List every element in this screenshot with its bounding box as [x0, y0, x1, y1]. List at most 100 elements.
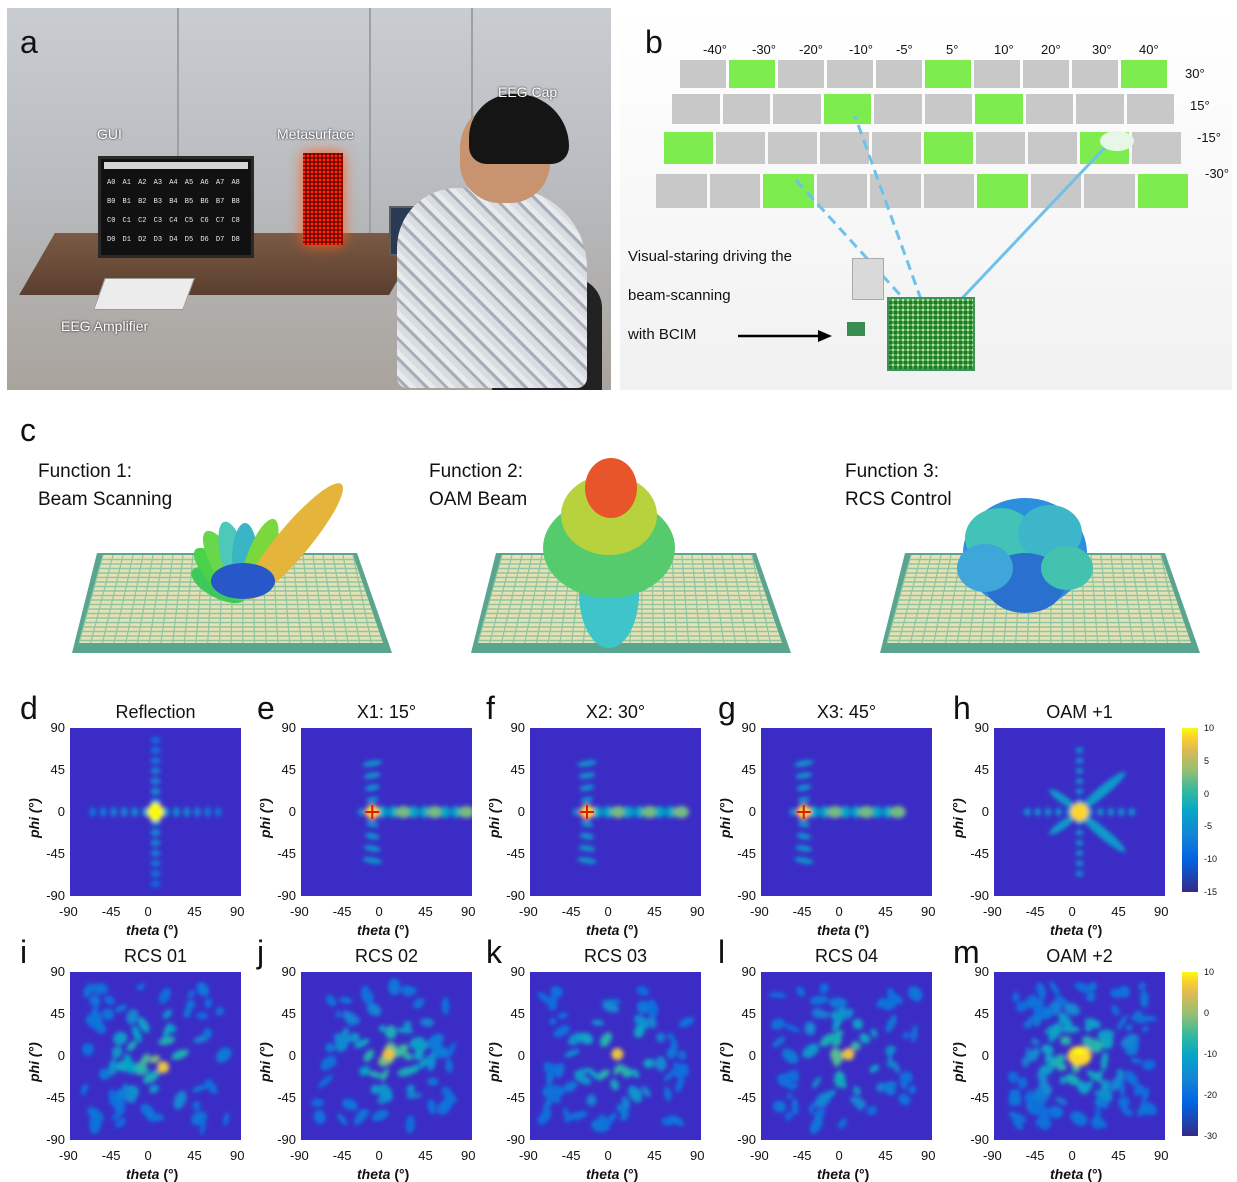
heatmap-lobe — [1060, 1036, 1071, 1046]
y-tick-label: 90 — [959, 720, 989, 735]
heatmap-lobe — [578, 844, 596, 853]
speller-key: C0 — [107, 217, 123, 225]
speller-key: D6 — [200, 236, 216, 244]
x-tick-label: 90 — [230, 904, 244, 919]
x-axis-var: theta — [586, 922, 619, 938]
heatmap-title: OAM +2 — [994, 946, 1165, 967]
y-tick-label: 90 — [495, 964, 525, 979]
heatmap-lobe — [442, 997, 450, 1015]
heatmap-title: RCS 03 — [530, 946, 701, 967]
heatmap-lobe — [131, 807, 138, 817]
heatmap-lobe — [1036, 1114, 1054, 1132]
y-tick-label: -45 — [495, 1090, 525, 1105]
heatmap-lobe — [362, 856, 382, 865]
heatmap-title: X1: 15° — [301, 702, 472, 723]
heatmap-plot — [994, 728, 1165, 896]
heatmap-lobe — [124, 1008, 140, 1026]
heatmap-lobe — [841, 806, 851, 818]
heatmap-lobe — [311, 1098, 324, 1107]
heatmap-lobe — [183, 807, 190, 817]
panel-letter-i: i — [20, 936, 27, 968]
y-tick-label: -45 — [35, 846, 65, 861]
heatmap-lobe — [597, 1030, 614, 1049]
speller-key: A8 — [231, 179, 247, 187]
heatmap-lobe — [1140, 990, 1149, 1008]
heatmap-lobe — [213, 1044, 235, 1066]
y-axis-label: phi (°) — [257, 1042, 273, 1082]
heatmap-lobe — [363, 844, 381, 853]
x-tick-label: 0 — [376, 1148, 383, 1163]
heatmap-lobe — [829, 998, 848, 1009]
heatmap-lobe — [1045, 808, 1052, 816]
heatmap-lobe — [795, 771, 813, 780]
heatmap-lobe — [151, 757, 161, 764]
heatmap-lobe — [578, 771, 596, 780]
heatmap-lobe — [151, 788, 161, 795]
heatmap-lobe — [157, 1061, 169, 1073]
subject — [397, 188, 587, 388]
speller-key: A5 — [185, 179, 201, 187]
x-tick-label: 90 — [461, 904, 475, 919]
x-tick-label: 90 — [1154, 1148, 1168, 1163]
heatmap-lobe — [663, 1086, 673, 1102]
heatmap-lobe — [577, 759, 597, 768]
heatmap-lobe — [1055, 808, 1062, 816]
heatmap-lobe — [358, 808, 364, 816]
heatmap-lobe — [379, 1025, 386, 1033]
x-tick-label: 45 — [418, 1148, 432, 1163]
speller-key: B6 — [200, 198, 216, 206]
speller-key: D2 — [138, 236, 154, 244]
heatmap-lobe — [809, 995, 828, 1006]
heatmap-lobe — [586, 1094, 596, 1106]
x-tick-label: -90 — [59, 1148, 78, 1163]
heatmap-lobe — [151, 880, 161, 887]
heatmap-lobe — [643, 1058, 656, 1069]
panel-letter-f: f — [486, 692, 495, 724]
y-tick-label: 45 — [495, 762, 525, 777]
heatmap-lobe — [804, 1021, 817, 1036]
heatmap-plot — [761, 728, 932, 896]
heatmap-lobe — [787, 1093, 793, 1099]
heatmap-lobe — [405, 1115, 415, 1134]
heatmap-lobe — [1012, 992, 1020, 1003]
heatmap-lobe — [111, 1029, 130, 1047]
heatmap-lobe — [151, 870, 161, 877]
x-tick-label: 45 — [878, 1148, 892, 1163]
x-tick-label: 90 — [1154, 904, 1168, 919]
speller-key: A1 — [123, 179, 139, 187]
heatmap-lobe — [1032, 1106, 1049, 1117]
y-tick-label: 45 — [959, 1006, 989, 1021]
x-tick-label: -90 — [290, 1148, 309, 1163]
heatmap-lobe — [1110, 1004, 1122, 1017]
heatmap-lobe — [362, 759, 382, 768]
y-tick-label: -90 — [726, 1132, 756, 1147]
heatmap-lobe — [173, 807, 180, 817]
x-tick-label: 90 — [690, 1148, 704, 1163]
heatmap-lobe — [901, 1031, 911, 1041]
heatmap-plot — [530, 972, 701, 1140]
heatmap-lobe — [151, 839, 161, 846]
heatmap-lobe — [779, 1046, 801, 1067]
metasurface — [887, 297, 975, 371]
x-axis-unit: (°) — [1083, 922, 1102, 938]
heatmap-lobe — [363, 771, 381, 780]
heatmap-lobe — [655, 806, 665, 818]
eeg-amplifier-label: EEG Amplifier — [61, 318, 148, 334]
x-tick-label: 0 — [145, 904, 152, 919]
y-tick-label: -90 — [726, 888, 756, 903]
colorbar — [1182, 972, 1198, 1136]
metasurface-board — [466, 443, 796, 663]
speller-key: C8 — [231, 217, 247, 225]
heatmap-lobe — [151, 860, 161, 867]
feed-horn — [852, 258, 884, 300]
x-axis-unit: (°) — [850, 922, 869, 938]
y-tick-label: 90 — [726, 964, 756, 979]
heatmap-lobe — [385, 1025, 397, 1039]
heatmap-lobe — [335, 1112, 349, 1127]
x-tick-label: -90 — [519, 1148, 538, 1163]
y-tick-label: -45 — [959, 1090, 989, 1105]
speller-key: C2 — [138, 217, 154, 225]
heatmap-lobe — [170, 1047, 190, 1062]
heatmap-lobe — [1024, 808, 1031, 816]
